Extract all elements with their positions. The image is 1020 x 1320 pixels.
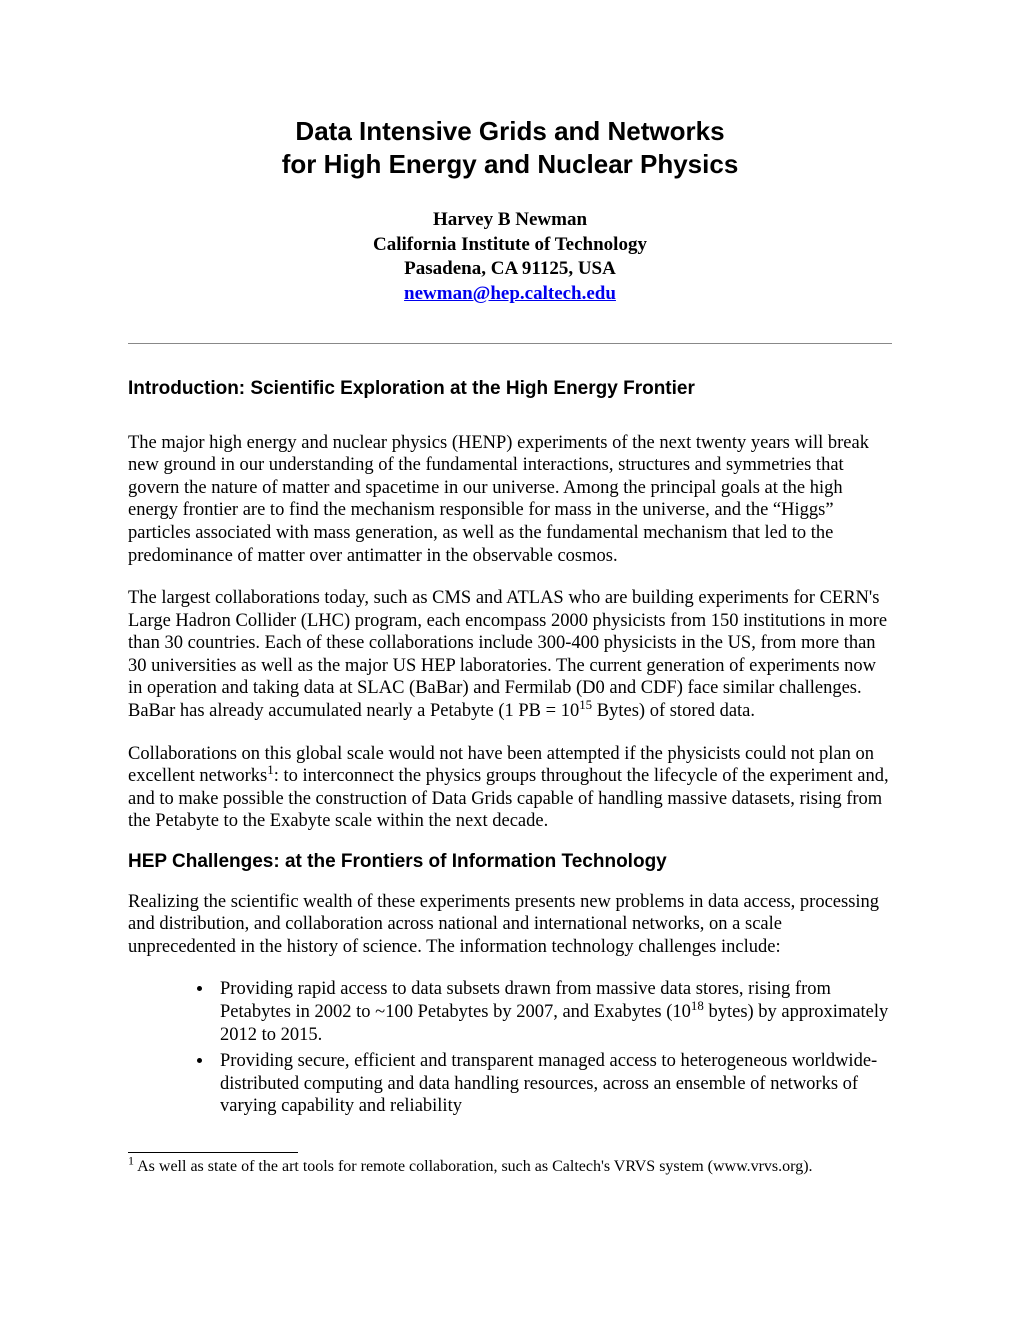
- paper-title: Data Intensive Grids and Networks for Hi…: [128, 115, 892, 180]
- author-location: Pasadena, CA 91125, USA: [128, 257, 892, 282]
- intro-p2-a: The largest collaborations today, such a…: [128, 588, 887, 721]
- intro-paragraph-3: Collaborations on this global scale woul…: [128, 743, 892, 833]
- title-line-1: Data Intensive Grids and Networks: [295, 116, 724, 146]
- author-block: Harvey B Newman California Institute of …: [128, 208, 892, 307]
- footnote-1: 1 As well as state of the art tools for …: [128, 1157, 892, 1176]
- section-heading-introduction: Introduction: Scientific Exploration at …: [128, 378, 892, 400]
- intro-p2-b: Bytes) of stored data.: [592, 701, 755, 721]
- list-item: Providing rapid access to data subsets d…: [214, 978, 892, 1046]
- paper-page: Data Intensive Grids and Networks for Hi…: [0, 0, 1020, 1236]
- section-heading-challenges: HEP Challenges: at the Frontiers of Info…: [128, 851, 892, 873]
- title-rule: [128, 343, 892, 344]
- list-item: Providing secure, efficient and transpar…: [214, 1050, 892, 1118]
- author-email-link[interactable]: newman@hep.caltech.edu: [404, 283, 616, 304]
- footnote-rule: [128, 1152, 298, 1153]
- footnote-text: As well as state of the art tools for re…: [134, 1158, 813, 1175]
- title-line-2: for High Energy and Nuclear Physics: [282, 149, 739, 179]
- intro-paragraph-2: The largest collaborations today, such a…: [128, 587, 892, 722]
- author-name: Harvey B Newman: [128, 208, 892, 233]
- exponent-15: 15: [579, 697, 592, 712]
- intro-paragraph-1: The major high energy and nuclear physic…: [128, 432, 892, 567]
- challenges-paragraph-1: Realizing the scientific wealth of these…: [128, 891, 892, 959]
- challenges-bullet-list: Providing rapid access to data subsets d…: [188, 978, 892, 1117]
- author-affiliation: California Institute of Technology: [128, 233, 892, 258]
- exponent-18: 18: [691, 998, 704, 1013]
